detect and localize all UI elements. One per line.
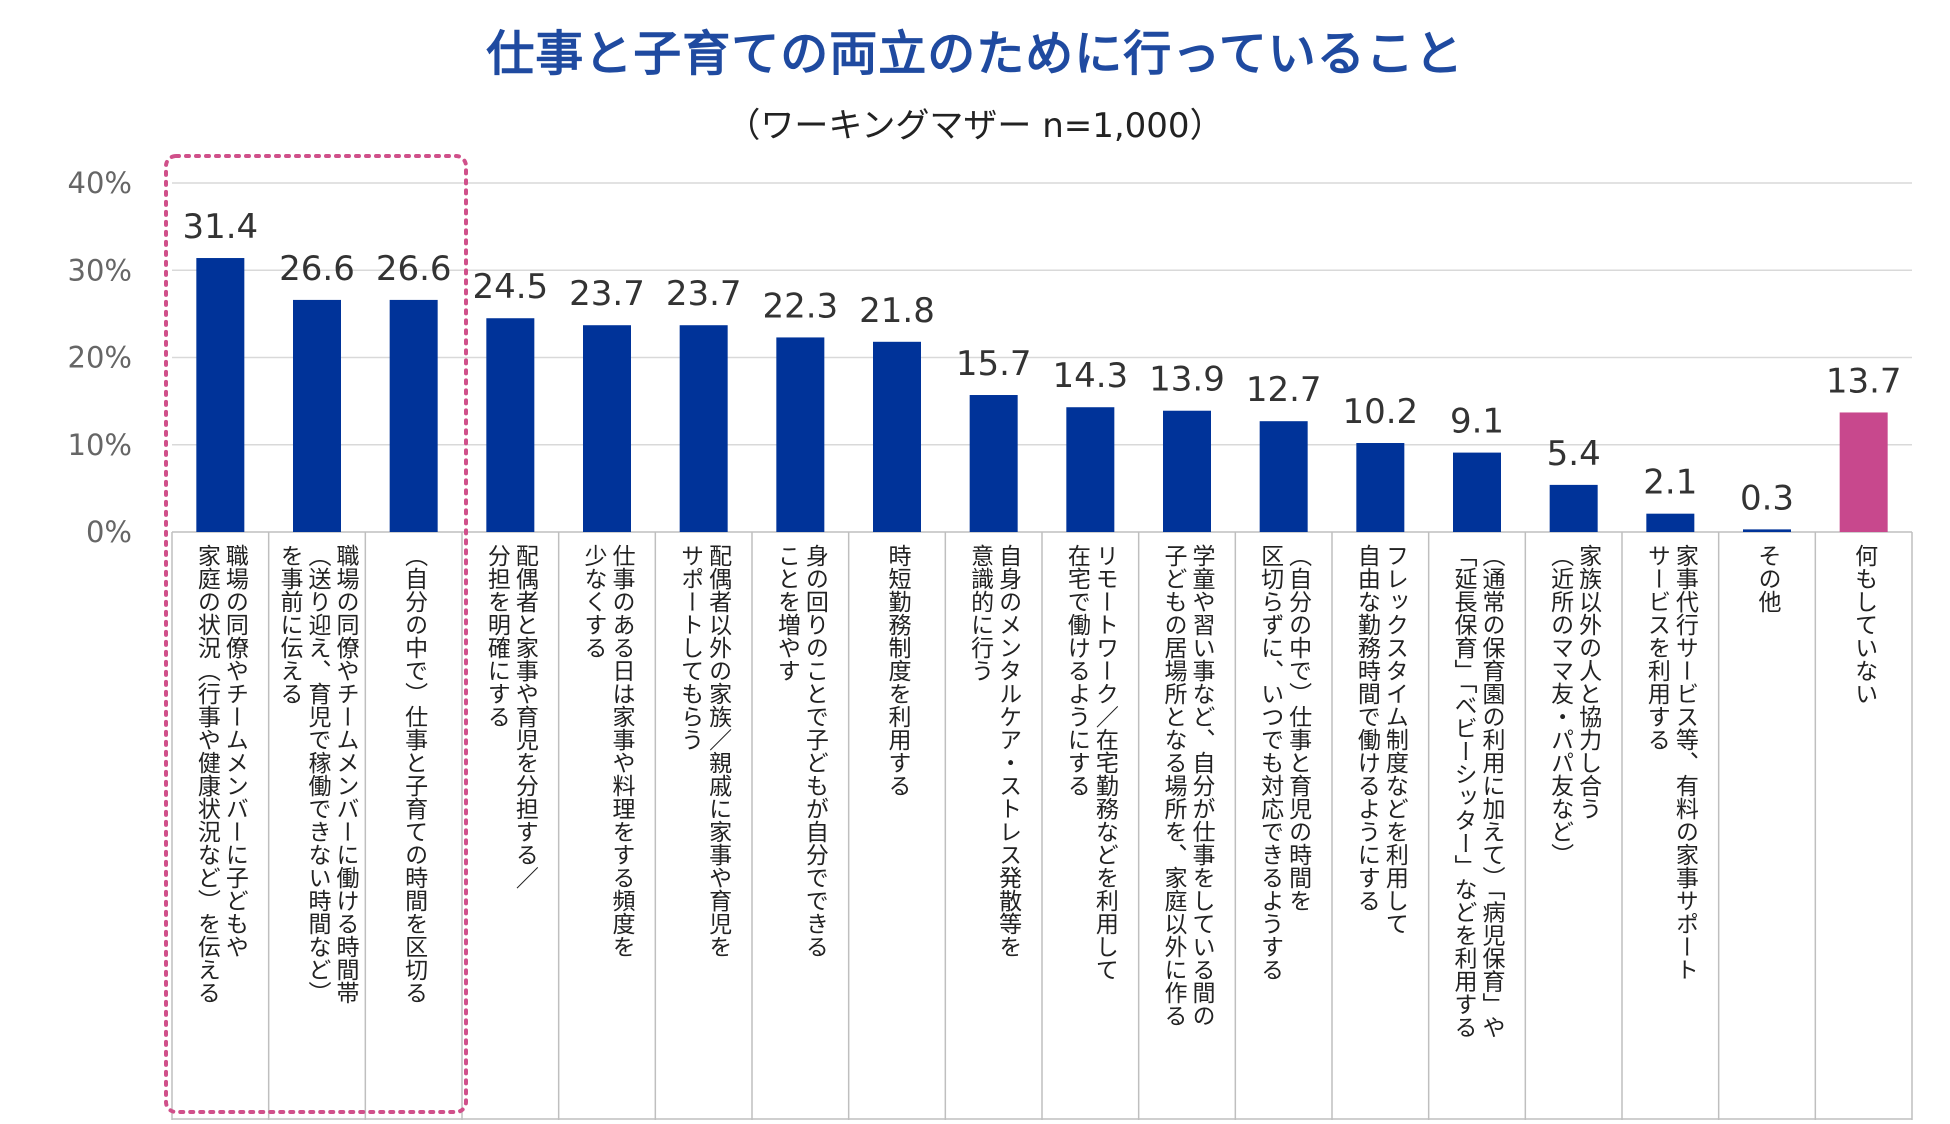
- y-tick-label: 30%: [68, 253, 132, 287]
- category-label: を事前に伝える: [276, 544, 304, 705]
- bar: [679, 325, 728, 532]
- category-label: 学童や習い事など、自分が仕事をしている間の: [1188, 544, 1216, 1027]
- category-label: 意識的に行う: [967, 544, 995, 682]
- category-label: （自分の中で）仕事と子育ての時間を区切る: [401, 544, 429, 1004]
- category-label: 家庭の状況（行事や健康状況など）を伝える: [193, 544, 221, 1004]
- y-tick-label: 20%: [68, 341, 132, 375]
- bar: [1839, 412, 1888, 532]
- value-label: 15.7: [956, 344, 1032, 384]
- value-label: 13.9: [1149, 360, 1225, 400]
- category-label: 自由な勤務時間で働けるようにする: [1353, 544, 1381, 912]
- category-label: 子どもの居場所となる場所を、家庭以外に作る: [1160, 544, 1188, 1027]
- category-label: 「延長保育」「ベビーシッター」などを利用する: [1450, 544, 1478, 1039]
- category-label: サポートしてもらう: [677, 544, 704, 751]
- bar: [293, 299, 341, 532]
- value-label: 23.7: [666, 274, 742, 314]
- category-label: 何もしていない: [1851, 544, 1879, 705]
- category-label: 自身のメンタルケア・ストレス発散等を: [995, 544, 1023, 958]
- category-label: 家族以外の人と協力し合う: [1575, 544, 1603, 820]
- category-label: 時短勤務制度を利用する: [884, 544, 912, 797]
- bar: [1453, 452, 1501, 532]
- value-label: 23.7: [569, 274, 645, 314]
- bar: [486, 318, 535, 532]
- bar: [1549, 484, 1598, 532]
- highlight-box: [164, 154, 468, 1114]
- category-label: 少なくする: [580, 544, 608, 659]
- category-label: フレックスタイム制度などを利用して: [1381, 544, 1409, 935]
- category-label: 身の回りのことで子どもが自分でできる: [801, 544, 829, 958]
- category-label: 仕事のある日は家事や料理をする頻度を: [608, 544, 636, 958]
- value-label: 14.3: [1052, 356, 1128, 396]
- bar: [873, 341, 921, 532]
- value-label: 26.6: [376, 249, 452, 289]
- bar: [583, 325, 631, 532]
- chart-title: 仕事と子育ての両立のために行っていること: [486, 26, 1464, 82]
- y-tick-label: 40%: [68, 166, 132, 200]
- bar: [1743, 529, 1791, 532]
- category-table: [171, 532, 1913, 1120]
- bar: [1163, 410, 1211, 532]
- value-label: 22.3: [762, 286, 838, 326]
- category-label: サービスを利用する: [1643, 544, 1671, 751]
- value-label: 2.1: [1643, 463, 1697, 503]
- category-label: その他: [1754, 544, 1782, 613]
- value-label: 24.5: [472, 267, 548, 307]
- chart-subtitle: （ワーキングマザー n=1,000）: [726, 106, 1224, 146]
- category-label: 職場の同僚やチームメンバーに子どもや: [221, 544, 249, 958]
- bar: [1066, 407, 1115, 532]
- category-label: 分担を明確にする: [483, 544, 511, 728]
- category-label: （近所のママ友・パパ友など）: [1547, 544, 1575, 866]
- category-label: （送り迎え、育児で稼働できない時間など）: [304, 544, 332, 1004]
- category-label: 区切らずに、いつでも対応できるようする: [1257, 544, 1285, 981]
- category-label: リモートワーク／在宅勤務などを利用して: [1091, 544, 1119, 981]
- category-label: （通常の保育園の利用に加えて）「病児保育」や: [1478, 544, 1506, 1039]
- bar: [196, 258, 245, 532]
- category-label: 配偶者と家事や育児を分担する／: [511, 544, 539, 889]
- category-label: 在宅で働けるようにする: [1063, 544, 1091, 797]
- category-label: ことを増やす: [773, 544, 801, 682]
- bar: [776, 337, 825, 532]
- value-label: 26.6: [279, 249, 355, 289]
- value-label: 13.7: [1826, 361, 1902, 401]
- y-tick-label: 10%: [68, 428, 132, 462]
- bar: [1259, 421, 1308, 532]
- bars: [196, 258, 1888, 532]
- category-label: 職場の同僚やチームメンバーに働ける時間帯: [332, 544, 360, 1004]
- bar: [389, 299, 438, 532]
- category-label: 配偶者以外の家族／親戚に家事や育児を: [705, 544, 733, 958]
- category-label: 家事代行サービス等、有料の家事サポート: [1671, 544, 1699, 981]
- value-label: 31.4: [182, 207, 258, 247]
- value-labels: 31.4 26.6 26.6 24.5 23.7 23.7 22.3 21.8 15.7 14.3…: [182, 207, 1901, 518]
- category-label: （自分の中で）仕事と育児の時間を: [1285, 544, 1313, 912]
- bar: [1356, 443, 1405, 532]
- value-label: 21.8: [859, 291, 935, 331]
- bar: [969, 395, 1018, 532]
- y-axis-ticks: 0% 10% 20% 30% 40%: [68, 166, 132, 549]
- value-label: 0.3: [1740, 478, 1794, 518]
- value-label: 10.2: [1342, 392, 1418, 432]
- value-label: 12.7: [1246, 370, 1322, 410]
- y-tick-label: 0%: [86, 515, 132, 549]
- value-label: 9.1: [1450, 402, 1504, 442]
- bar: [1646, 513, 1695, 532]
- value-label: 5.4: [1547, 434, 1601, 474]
